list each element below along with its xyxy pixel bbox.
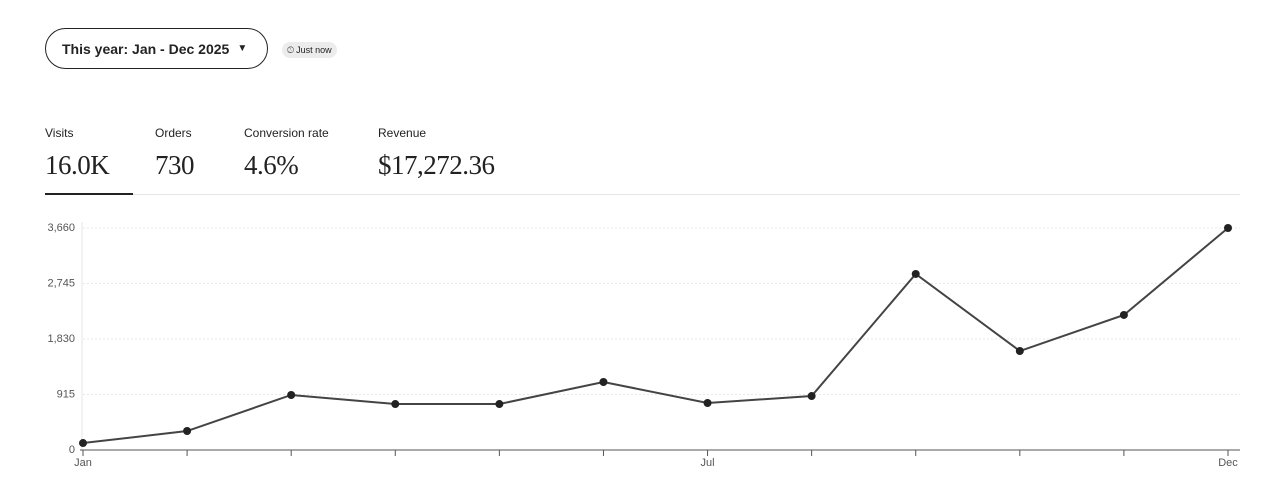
metric-label: Conversion rate: [244, 126, 329, 140]
updated-text: Just now: [296, 45, 332, 55]
caret: ▼: [237, 43, 248, 54]
y-tick-label: 1,830: [47, 333, 75, 345]
date-filter-label: This year: Jan - Dec 2025: [62, 40, 230, 57]
separator: [45, 194, 1240, 195]
point: [1015, 347, 1024, 356]
metric-label: Orders: [155, 126, 192, 140]
point: [287, 390, 296, 399]
point: [183, 427, 192, 436]
metric-value: 16.0K: [45, 150, 110, 180]
selected-indicator: [45, 193, 133, 195]
metric-value: $17,272.36: [378, 150, 495, 180]
line: [82, 227, 1229, 445]
metric-label: Revenue: [378, 126, 427, 140]
metric[interactable]: Orders 730: [155, 126, 195, 181]
point: [1224, 224, 1232, 232]
point: [495, 400, 504, 409]
updated-badge: 🕓︎ Just now: [282, 42, 337, 58]
y-tick-label: 2,745: [47, 277, 75, 289]
y-tick-label: 0: [69, 444, 75, 456]
y-tick-label: 915: [57, 388, 75, 400]
chart: 0 915 1,830 2,745 3,660 Jan Jul Dec: [47, 222, 1240, 469]
x-tick-label: Jul: [701, 457, 715, 469]
point: [703, 398, 712, 407]
x-tick-label: Jan: [74, 457, 92, 469]
metric[interactable]: Revenue $17,272.36: [378, 126, 495, 181]
point: [1119, 310, 1128, 319]
point: [79, 439, 87, 448]
y-tick-label: 3,660: [47, 222, 75, 234]
metric-label: Visits: [45, 126, 74, 140]
metric[interactable]: Visits 16.0K: [45, 126, 110, 181]
metric[interactable]: Conversion rate 4.6%: [244, 126, 329, 181]
point: [599, 378, 608, 387]
metric-value: 4.6%: [244, 150, 299, 180]
clock-icon: 🕓︎: [287, 44, 295, 55]
date-filter[interactable]: This year: Jan - Dec 2025 ▼: [45, 28, 268, 69]
x-tick-label: Dec: [1218, 457, 1238, 469]
point: [807, 392, 816, 401]
point: [391, 400, 400, 409]
point: [911, 269, 920, 278]
metric-value: 730: [155, 150, 195, 180]
